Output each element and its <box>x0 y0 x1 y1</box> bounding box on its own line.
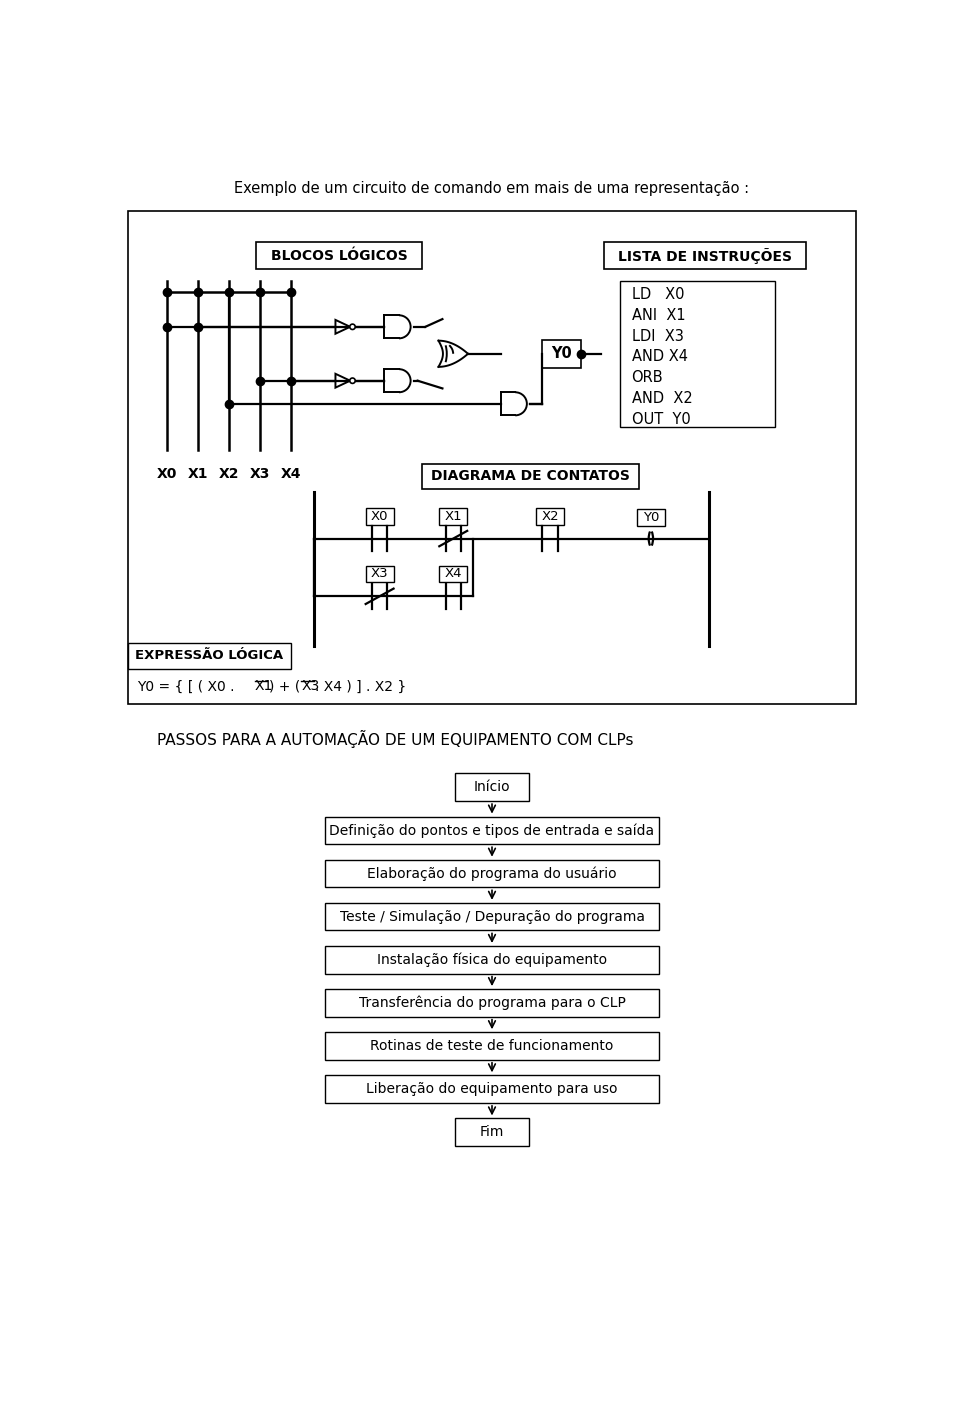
Text: ANI  X1: ANI X1 <box>632 308 685 322</box>
Text: BLOCOS LÓGICOS: BLOCOS LÓGICOS <box>271 249 407 262</box>
Bar <box>440 508 468 525</box>
Text: PASSOS PARA A AUTOMAÇÃO DE UM EQUIPAMENTO COM CLPs: PASSOS PARA A AUTOMAÇÃO DE UM EQUIPAMENT… <box>157 729 634 748</box>
Text: X1: X1 <box>187 467 207 482</box>
Text: Fim: Fim <box>480 1125 504 1139</box>
Text: ) + (: ) + ( <box>269 680 300 693</box>
Text: AND  X2: AND X2 <box>632 391 692 406</box>
Circle shape <box>349 324 355 329</box>
Circle shape <box>349 377 355 383</box>
Bar <box>325 946 659 973</box>
Bar <box>366 508 394 525</box>
Text: X1: X1 <box>444 510 462 522</box>
Text: EXPRESSÃO LÓGICA: EXPRESSÃO LÓGICA <box>135 649 283 663</box>
Bar <box>455 1118 529 1146</box>
Text: OUT  Y0: OUT Y0 <box>632 411 690 427</box>
Text: AND X4: AND X4 <box>632 349 687 365</box>
Text: X1: X1 <box>254 680 274 693</box>
Bar <box>537 508 564 525</box>
Text: Y0 = { [ ( X0 .: Y0 = { [ ( X0 . <box>137 680 234 693</box>
Text: X4: X4 <box>444 567 462 580</box>
Bar <box>325 1076 659 1102</box>
Text: X2: X2 <box>218 467 239 482</box>
Text: Transferência do programa para o CLP: Transferência do programa para o CLP <box>359 995 625 1010</box>
Bar <box>325 860 659 887</box>
Bar <box>325 903 659 931</box>
Text: X3: X3 <box>371 567 389 580</box>
Bar <box>128 211 856 704</box>
Text: LISTA DE INSTRUÇÕES: LISTA DE INSTRUÇÕES <box>618 248 792 263</box>
Text: ORB: ORB <box>632 370 663 386</box>
Text: LDI  X3: LDI X3 <box>632 328 684 344</box>
Bar <box>325 817 659 845</box>
Bar <box>366 566 394 583</box>
Text: Início: Início <box>473 780 511 794</box>
Bar <box>440 566 468 583</box>
Bar <box>620 280 775 427</box>
Text: Elaboração do programa do usuário: Elaboração do programa do usuário <box>367 866 617 881</box>
Text: X0: X0 <box>156 467 177 482</box>
Bar <box>542 339 581 367</box>
Text: Liberação do equipamento para uso: Liberação do equipamento para uso <box>367 1083 617 1095</box>
Bar <box>255 242 422 269</box>
Text: X0: X0 <box>371 510 389 522</box>
Text: Y0: Y0 <box>551 346 572 362</box>
Text: Rotinas de teste de funcionamento: Rotinas de teste de funcionamento <box>371 1039 613 1053</box>
Text: LD   X0: LD X0 <box>632 287 684 301</box>
Bar <box>128 642 291 669</box>
Text: X4: X4 <box>280 467 300 482</box>
Bar <box>325 1032 659 1060</box>
Text: Instalação física do equipamento: Instalação física do equipamento <box>377 952 607 967</box>
Bar <box>636 510 665 527</box>
Bar <box>422 463 639 489</box>
Text: . X4 ) ] . X2 }: . X4 ) ] . X2 } <box>315 680 406 693</box>
Text: X3: X3 <box>301 680 320 693</box>
Text: X3: X3 <box>250 467 270 482</box>
Text: X2: X2 <box>541 510 559 522</box>
Bar <box>455 773 529 801</box>
Text: DIAGRAMA DE CONTATOS: DIAGRAMA DE CONTATOS <box>431 469 630 483</box>
Text: Exemplo de um circuito de comando em mais de uma representação :: Exemplo de um circuito de comando em mai… <box>234 180 750 196</box>
Bar <box>605 242 805 269</box>
Text: Definição do pontos e tipos de entrada e saída: Definição do pontos e tipos de entrada e… <box>329 824 655 838</box>
Text: Teste / Simulação / Depuração do programa: Teste / Simulação / Depuração do program… <box>340 910 644 924</box>
Bar <box>325 988 659 1017</box>
Text: Y0: Y0 <box>642 511 660 524</box>
